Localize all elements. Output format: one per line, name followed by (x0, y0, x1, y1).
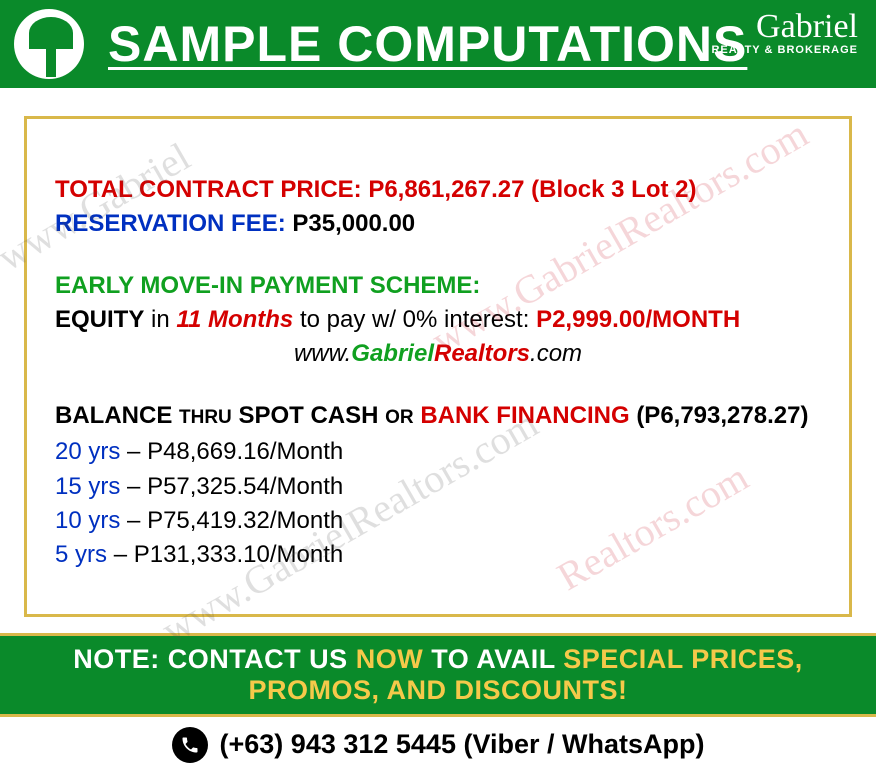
balance-row: 10 yrs – P75,419.32/Month (55, 504, 821, 538)
footer-contact: (+63) 943 312 5445 (Viber / WhatsApp) (0, 717, 876, 775)
dash: – (114, 541, 127, 568)
content-box: www.Gabriel www.GabrielRealtors.com www.… (24, 116, 852, 617)
balance-list: 20 yrs – P48,669.16/Month 15 yrs – P57,3… (55, 435, 821, 571)
dash: – (127, 507, 140, 534)
balance-c: BANK FINANCING (420, 402, 629, 429)
tcp-value: P6,861,267.27 (Block 3 Lot 2) (368, 176, 696, 203)
url-prefix: www. (294, 340, 351, 367)
equity-label: EQUITY (55, 306, 144, 333)
balance-a: BALANCE (55, 402, 172, 429)
reservation-value: P35,000.00 (292, 210, 415, 237)
note-a: NOTE: CONTACT US (73, 644, 347, 674)
reservation-label: RESERVATION FEE: (55, 210, 286, 237)
payment: P57,325.54/Month (147, 473, 343, 500)
equity-in: in (151, 306, 170, 333)
phone-icon (172, 727, 208, 763)
scheme-title: EARLY MOVE-IN PAYMENT SCHEME: (55, 269, 821, 303)
term: 10 yrs (55, 507, 120, 534)
url-line: www.GabrielRealtors.com (55, 337, 821, 371)
url-suffix: .com (530, 340, 582, 367)
reservation-line: RESERVATION FEE: P35,000.00 (55, 207, 821, 241)
note-now: NOW (356, 644, 423, 674)
payment: P75,419.32/Month (147, 507, 343, 534)
payment: P48,669.16/Month (147, 438, 343, 465)
url-brand1: Gabriel (351, 340, 434, 367)
note-b: TO AVAIL (431, 644, 555, 674)
brand-name: Gabriel (711, 10, 858, 44)
tcp-line: TOTAL CONTRACT PRICE: P6,861,267.27 (Blo… (55, 173, 821, 207)
equity-amount: P2,999.00/MONTH (536, 306, 740, 333)
balance-row: 20 yrs – P48,669.16/Month (55, 435, 821, 469)
footer-note: NOTE: CONTACT US NOW TO AVAIL SPECIAL PR… (0, 633, 876, 717)
term: 20 yrs (55, 438, 120, 465)
logo-icon (14, 9, 84, 79)
balance-or: OR (385, 407, 414, 428)
content-wrap: www.Gabriel www.GabrielRealtors.com www.… (0, 88, 876, 629)
dash: – (127, 438, 140, 465)
balance-amount: (P6,793,278.27) (636, 402, 808, 429)
balance-row: 15 yrs – P57,325.54/Month (55, 470, 821, 504)
tcp-label: TOTAL CONTRACT PRICE: (55, 176, 362, 203)
brand-tagline: REALTY & BROKERAGE (711, 44, 858, 56)
equity-line: EQUITY in 11 Months to pay w/ 0% interes… (55, 303, 821, 337)
header-bar: SAMPLE COMPUTATIONS Gabriel REALTY & BRO… (0, 0, 876, 88)
balance-b: SPOT CASH (238, 402, 378, 429)
balance-row: 5 yrs – P131,333.10/Month (55, 538, 821, 572)
equity-months: 11 Months (176, 306, 293, 333)
brand-block: Gabriel REALTY & BROKERAGE (711, 10, 858, 56)
dash: – (127, 473, 140, 500)
payment: P131,333.10/Month (134, 541, 344, 568)
term: 5 yrs (55, 541, 107, 568)
url-brand2: Realtors (434, 340, 530, 367)
phone-text: (+63) 943 312 5445 (Viber / WhatsApp) (220, 729, 705, 760)
page-title: SAMPLE COMPUTATIONS (108, 15, 747, 73)
balance-header: BALANCE THRU SPOT CASH OR BANK FINANCING… (55, 399, 821, 433)
equity-rest: to pay w/ 0% interest: (300, 306, 529, 333)
term: 15 yrs (55, 473, 120, 500)
balance-thru: THRU (179, 407, 232, 428)
